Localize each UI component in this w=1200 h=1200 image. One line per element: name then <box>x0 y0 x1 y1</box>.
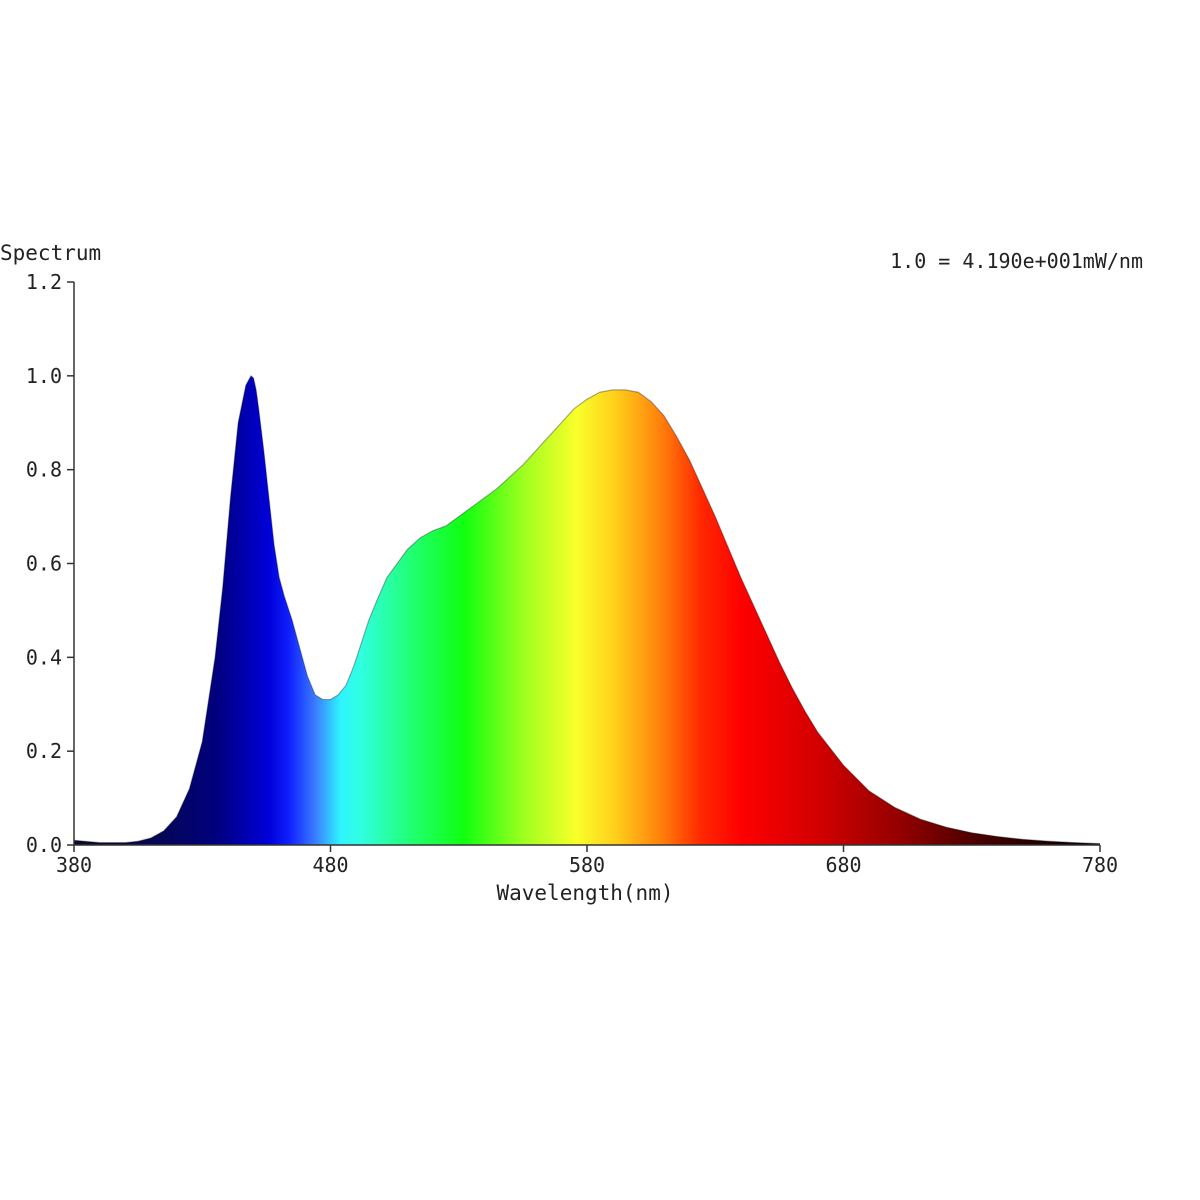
axes: 0.0 0.2 0.4 0.6 0.8 1.0 1.2 380 480 580 680 780 <box>26 270 1118 877</box>
spectrum-outline <box>73 374 1101 845</box>
y-tick-label: 0.8 <box>26 458 62 482</box>
y-axis-title: Spectrum <box>0 241 101 265</box>
x-tick-label: 380 <box>56 853 92 877</box>
x-axis-title: Wavelength(nm) <box>496 881 673 905</box>
y-tick-label: 0.6 <box>26 552 62 576</box>
plot-area <box>73 374 1101 845</box>
y-tick-label: 0.0 <box>26 833 62 857</box>
y-ticks: 0.0 0.2 0.4 0.6 0.8 1.0 1.2 <box>26 270 74 857</box>
x-tick-label: 680 <box>825 853 861 877</box>
x-tick-label: 580 <box>569 853 605 877</box>
x-tick-label: 480 <box>312 853 348 877</box>
spectrum-area <box>74 375 1100 845</box>
y-tick-label: 1.2 <box>26 270 62 294</box>
y-tick-label: 0.4 <box>26 645 62 669</box>
y-tick-label: 0.2 <box>26 739 62 763</box>
x-ticks: 380 480 580 680 780 <box>56 845 1118 877</box>
x-tick-label: 780 <box>1082 853 1118 877</box>
scale-annotation: 1.0 = 4.190e+001mW/nm <box>890 249 1143 273</box>
y-tick-label: 1.0 <box>26 364 62 388</box>
